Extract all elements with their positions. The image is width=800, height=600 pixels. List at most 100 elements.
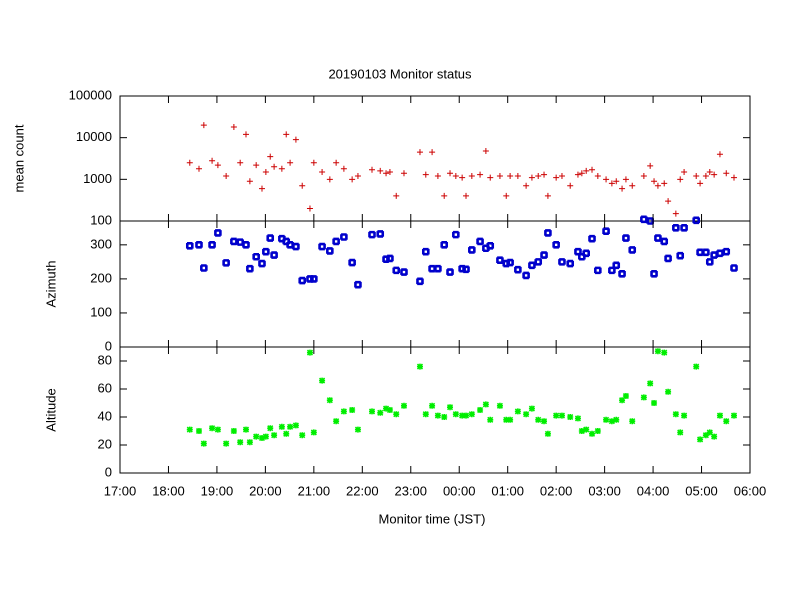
x-tick-label: 05:00 — [685, 483, 718, 498]
x-tick-label: 23:00 — [394, 483, 427, 498]
point — [195, 427, 203, 435]
point — [588, 234, 596, 243]
point — [214, 426, 221, 433]
point — [386, 168, 393, 175]
series — [186, 348, 738, 447]
point — [262, 168, 269, 175]
point — [393, 411, 400, 418]
point — [693, 173, 700, 180]
point — [278, 423, 285, 430]
point — [223, 440, 230, 447]
point — [552, 241, 560, 249]
point — [603, 416, 610, 423]
point — [602, 227, 610, 236]
point — [434, 412, 441, 419]
point — [452, 173, 459, 180]
point — [730, 412, 738, 419]
point — [613, 178, 620, 185]
x-tick-label: 22:00 — [346, 483, 379, 498]
y-tick-label: 200 — [90, 270, 112, 285]
series — [185, 215, 738, 289]
point — [459, 412, 466, 419]
point — [416, 277, 424, 286]
point — [246, 264, 254, 273]
point — [200, 440, 207, 447]
point — [588, 430, 596, 437]
point — [514, 173, 521, 180]
point — [661, 349, 668, 356]
point — [310, 159, 317, 166]
point — [487, 174, 494, 181]
point — [310, 275, 318, 283]
point — [243, 131, 249, 138]
point — [672, 411, 679, 418]
point — [447, 170, 454, 177]
y-tick-label: 80 — [98, 352, 112, 367]
point — [665, 198, 672, 205]
y-tick-label: 300 — [90, 236, 112, 251]
point — [567, 413, 574, 421]
point — [723, 170, 730, 177]
point — [651, 178, 658, 185]
point — [523, 182, 530, 189]
point — [578, 427, 585, 435]
point — [566, 259, 575, 268]
point — [496, 402, 504, 409]
point — [463, 192, 470, 199]
point — [400, 170, 407, 177]
point — [482, 401, 489, 408]
point — [452, 230, 460, 239]
point — [185, 242, 194, 250]
point — [278, 165, 285, 172]
point — [660, 237, 669, 246]
point — [258, 259, 266, 268]
point — [503, 416, 510, 423]
point — [706, 429, 713, 436]
point — [246, 178, 253, 185]
point — [258, 185, 265, 192]
point — [200, 264, 208, 272]
point — [514, 265, 522, 274]
point — [354, 173, 361, 180]
point — [672, 224, 680, 232]
point — [459, 174, 466, 181]
point — [340, 165, 347, 172]
point — [326, 397, 333, 404]
point — [541, 171, 548, 178]
point — [429, 149, 436, 156]
point — [246, 439, 253, 446]
point — [287, 423, 294, 430]
point — [214, 229, 222, 237]
point — [661, 180, 668, 187]
point — [349, 406, 356, 414]
point — [496, 256, 504, 264]
point — [434, 173, 441, 180]
point — [319, 168, 326, 175]
point — [622, 234, 630, 242]
point — [716, 249, 724, 258]
y-tick-label: 10000 — [76, 129, 112, 144]
point — [369, 166, 375, 173]
point — [647, 162, 654, 169]
point — [676, 251, 685, 260]
point — [507, 416, 514, 423]
point — [223, 173, 230, 180]
point — [654, 234, 662, 242]
point — [195, 241, 203, 249]
point — [340, 408, 347, 415]
point — [693, 363, 700, 370]
point — [326, 176, 333, 183]
point — [326, 247, 334, 255]
point — [252, 252, 260, 261]
point — [392, 266, 401, 275]
point — [340, 233, 348, 241]
point — [383, 170, 390, 177]
point — [195, 165, 202, 172]
y-tick-label: 100 — [90, 212, 112, 227]
point — [629, 182, 636, 189]
point — [723, 418, 730, 425]
point — [271, 163, 278, 170]
point — [603, 176, 610, 183]
point — [434, 264, 442, 273]
